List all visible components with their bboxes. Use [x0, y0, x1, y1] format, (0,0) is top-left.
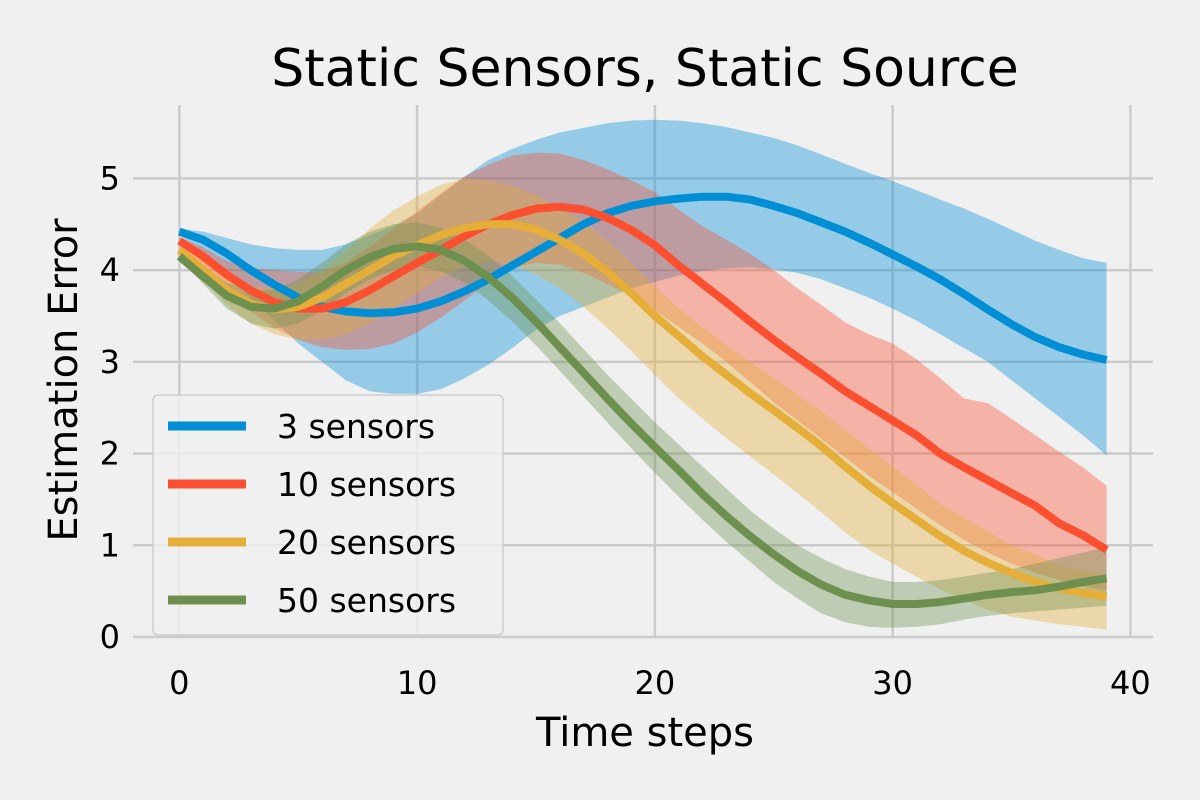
- band-series-1: [179, 119, 1107, 456]
- line-series-4: [176, 242, 1108, 608]
- legend-label-series-2: 10 sensors: [277, 465, 456, 504]
- series-lines: [176, 192, 1109, 608]
- x-tick-label: 0: [169, 664, 189, 702]
- x-tick-label: 10: [397, 664, 438, 702]
- y-tick-label: 4: [100, 251, 120, 289]
- band-series-3: [179, 178, 1107, 630]
- legend-label-series-4: 50 sensors: [277, 581, 456, 620]
- y-tick-label: 5: [100, 159, 120, 197]
- x-tick-label: 30: [872, 664, 913, 702]
- y-tick-label: 1: [100, 526, 120, 564]
- line-series-3: [176, 220, 1108, 601]
- y-tick-label: 2: [100, 435, 120, 473]
- y-axis-label: Estimation Error: [41, 218, 87, 542]
- legend-label-series-1: 3 sensors: [277, 407, 435, 446]
- legend-frame: [152, 394, 504, 636]
- x-tick-label: 20: [635, 664, 676, 702]
- y-tick-label: 3: [100, 343, 120, 381]
- y-tick-label: 0: [100, 618, 120, 656]
- legend: 3 sensors 10 sensors 20 sensors 50 sensors: [152, 394, 504, 636]
- x-tick-labels: 0 10 20 30 40: [169, 664, 1151, 702]
- x-tick-label: 40: [1110, 664, 1151, 702]
- legend-label-series-3: 20 sensors: [277, 523, 456, 562]
- line-series-2: [177, 202, 1109, 554]
- y-tick-labels: 0 1 2 3 4 5: [100, 159, 120, 656]
- band-series-4: [179, 222, 1107, 628]
- x-axis-label: Time steps: [535, 710, 754, 756]
- chart-title: Static Sensors, Static Source: [271, 39, 1018, 99]
